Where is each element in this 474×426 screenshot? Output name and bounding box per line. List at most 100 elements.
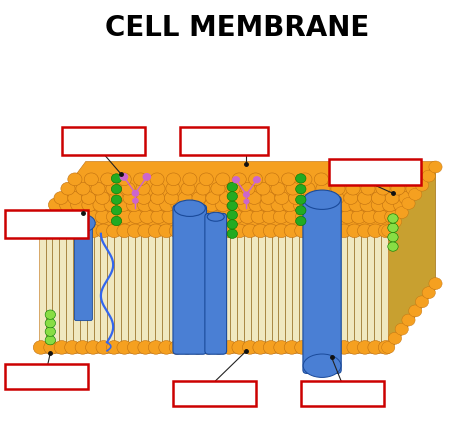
Circle shape — [295, 341, 310, 354]
Ellipse shape — [174, 201, 205, 217]
Bar — [301, 381, 383, 406]
Circle shape — [151, 183, 165, 196]
Circle shape — [409, 305, 422, 317]
Circle shape — [338, 199, 353, 212]
Circle shape — [180, 341, 195, 354]
Circle shape — [215, 199, 230, 212]
Circle shape — [82, 199, 97, 212]
Circle shape — [232, 341, 247, 354]
Circle shape — [73, 210, 88, 224]
Circle shape — [111, 217, 122, 226]
Circle shape — [244, 193, 249, 198]
Circle shape — [331, 183, 345, 196]
Circle shape — [84, 210, 99, 224]
Circle shape — [415, 180, 428, 192]
Circle shape — [347, 225, 362, 238]
Circle shape — [128, 225, 143, 238]
Circle shape — [391, 183, 405, 196]
Circle shape — [395, 323, 409, 335]
Circle shape — [318, 210, 333, 224]
Circle shape — [413, 173, 427, 186]
Circle shape — [181, 183, 195, 196]
Circle shape — [382, 225, 395, 237]
Circle shape — [326, 225, 341, 238]
Circle shape — [221, 341, 237, 354]
Ellipse shape — [304, 190, 340, 210]
Circle shape — [264, 225, 278, 238]
Circle shape — [192, 192, 206, 205]
Circle shape — [51, 210, 66, 224]
Circle shape — [54, 225, 69, 238]
Circle shape — [329, 210, 344, 224]
Circle shape — [349, 199, 364, 212]
Circle shape — [402, 314, 415, 326]
Circle shape — [137, 199, 153, 212]
Circle shape — [316, 183, 330, 196]
Circle shape — [62, 210, 77, 224]
Circle shape — [227, 211, 237, 220]
Circle shape — [45, 319, 55, 328]
Circle shape — [316, 341, 331, 354]
Circle shape — [148, 225, 164, 238]
Circle shape — [307, 210, 322, 224]
Circle shape — [240, 210, 255, 224]
Circle shape — [393, 199, 409, 212]
Circle shape — [229, 210, 244, 224]
Circle shape — [45, 336, 55, 345]
Bar — [5, 364, 88, 389]
Circle shape — [429, 278, 442, 290]
Circle shape — [45, 310, 55, 320]
Circle shape — [429, 161, 442, 173]
Circle shape — [388, 214, 398, 224]
Circle shape — [406, 183, 420, 196]
Circle shape — [61, 183, 75, 196]
Circle shape — [204, 199, 219, 212]
Circle shape — [371, 199, 386, 212]
Circle shape — [143, 174, 150, 181]
Circle shape — [111, 185, 122, 194]
Circle shape — [123, 192, 137, 205]
Circle shape — [48, 199, 64, 212]
Circle shape — [399, 192, 413, 205]
Circle shape — [357, 192, 372, 205]
Circle shape — [368, 341, 383, 354]
Circle shape — [331, 173, 345, 186]
Circle shape — [347, 173, 361, 186]
FancyBboxPatch shape — [173, 205, 207, 354]
Circle shape — [395, 207, 409, 219]
Circle shape — [314, 173, 328, 186]
Circle shape — [64, 225, 80, 238]
Circle shape — [120, 174, 128, 181]
Circle shape — [388, 224, 398, 233]
Circle shape — [95, 192, 109, 205]
Circle shape — [190, 341, 205, 354]
Circle shape — [76, 183, 90, 196]
Circle shape — [254, 177, 260, 183]
Circle shape — [388, 333, 401, 345]
Circle shape — [378, 341, 393, 354]
Circle shape — [380, 173, 394, 186]
Circle shape — [282, 173, 296, 186]
Text: CELL MEMBRANE: CELL MEMBRANE — [105, 14, 369, 42]
Circle shape — [196, 183, 210, 196]
Circle shape — [33, 341, 48, 354]
Circle shape — [337, 341, 352, 354]
Circle shape — [68, 173, 82, 186]
Circle shape — [351, 210, 366, 224]
Circle shape — [364, 173, 378, 186]
Circle shape — [33, 225, 48, 238]
Circle shape — [169, 225, 184, 238]
Circle shape — [45, 327, 55, 337]
Circle shape — [302, 192, 317, 205]
Circle shape — [54, 192, 68, 205]
Circle shape — [138, 225, 153, 238]
Circle shape — [216, 173, 230, 186]
Circle shape — [347, 341, 362, 354]
Circle shape — [221, 225, 237, 238]
Circle shape — [183, 173, 197, 186]
Circle shape — [289, 192, 303, 205]
Circle shape — [75, 225, 90, 238]
Circle shape — [60, 199, 75, 212]
Circle shape — [296, 185, 306, 194]
Circle shape — [86, 225, 100, 238]
